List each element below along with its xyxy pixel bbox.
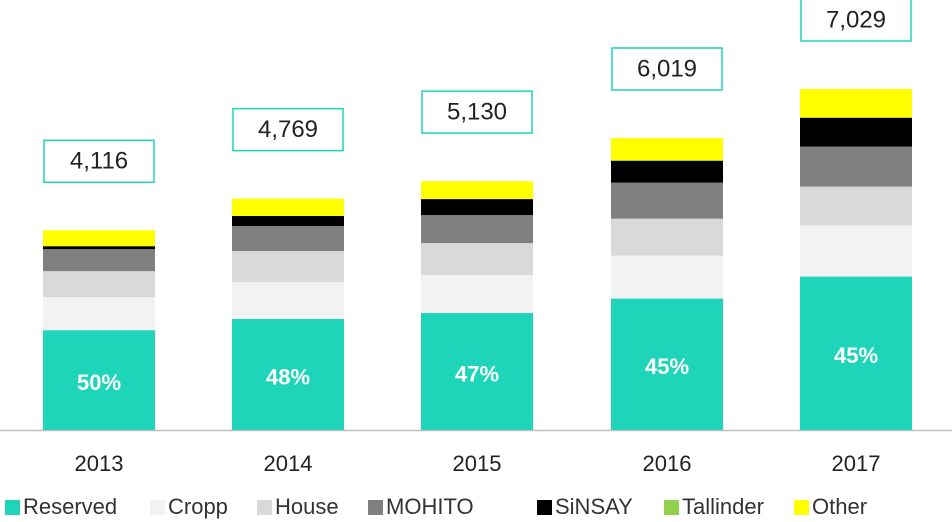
legend-swatch bbox=[368, 500, 383, 515]
share-label: 50% bbox=[77, 370, 121, 395]
total-label: 4,116 bbox=[70, 148, 128, 175]
total-box bbox=[421, 90, 533, 134]
legend-swatch bbox=[150, 500, 165, 515]
total-label: 4,769 bbox=[258, 116, 318, 143]
legend-swatch bbox=[5, 500, 20, 515]
bar-segment bbox=[611, 218, 723, 256]
legend-label: Reserved bbox=[23, 494, 117, 519]
bar-segment bbox=[43, 330, 155, 430]
bar-segment bbox=[232, 226, 344, 251]
legend-label: House bbox=[275, 494, 339, 519]
legend-label: Tallinder bbox=[682, 494, 764, 519]
legend-swatch bbox=[794, 500, 809, 515]
bar-segment bbox=[611, 160, 723, 183]
legend-swatch bbox=[664, 500, 679, 515]
bar-segment bbox=[421, 215, 533, 244]
total-box bbox=[232, 107, 344, 152]
share-label: 45% bbox=[645, 354, 689, 379]
share-label: 45% bbox=[834, 343, 878, 368]
legend-swatch bbox=[537, 500, 552, 515]
legend-label: MOHITO bbox=[386, 494, 474, 519]
bar-segment bbox=[611, 298, 723, 430]
bar-segment bbox=[800, 117, 912, 147]
legend-label: Other bbox=[812, 494, 867, 519]
bar-segment bbox=[232, 318, 344, 430]
legend-label: Cropp bbox=[168, 494, 228, 519]
bar-segment bbox=[421, 275, 533, 314]
total-label: 7,029 bbox=[826, 6, 886, 33]
x-tick-label: 2013 bbox=[75, 451, 124, 476]
bar-segment bbox=[800, 276, 912, 430]
bar-segment bbox=[43, 230, 155, 247]
bar-segment bbox=[800, 146, 912, 187]
total-label: 6,019 bbox=[637, 55, 697, 82]
bar-segment bbox=[421, 199, 533, 216]
total-box bbox=[43, 139, 155, 184]
bar-segment bbox=[232, 216, 344, 227]
bar-segment bbox=[232, 250, 344, 282]
bar-segment bbox=[611, 182, 723, 219]
bar-segment bbox=[43, 246, 155, 250]
bar-segment bbox=[611, 137, 723, 161]
bar-segment bbox=[800, 186, 912, 226]
x-tick-label: 2016 bbox=[643, 451, 692, 476]
share-label: 47% bbox=[455, 361, 499, 386]
bar-segment bbox=[611, 255, 723, 299]
bar-segment bbox=[232, 198, 344, 217]
legend-label: SiNSAY bbox=[555, 494, 633, 519]
x-tick-label: 2015 bbox=[453, 451, 502, 476]
legend-swatch bbox=[257, 500, 272, 515]
bar-segment bbox=[800, 225, 912, 277]
total-box bbox=[611, 47, 723, 91]
bar-segment bbox=[421, 313, 533, 430]
x-tick-label: 2017 bbox=[832, 451, 881, 476]
bar-segment bbox=[421, 243, 533, 276]
bar-segment bbox=[421, 181, 533, 200]
bar-segment bbox=[232, 281, 344, 319]
total-label: 5,130 bbox=[447, 98, 507, 125]
bar-segment bbox=[43, 271, 155, 298]
bar-segment bbox=[43, 249, 155, 272]
bar-segment bbox=[43, 297, 155, 331]
share-label: 48% bbox=[266, 364, 310, 389]
x-tick-label: 2014 bbox=[264, 451, 313, 476]
total-box bbox=[800, 0, 912, 42]
bar-segment bbox=[800, 89, 912, 118]
